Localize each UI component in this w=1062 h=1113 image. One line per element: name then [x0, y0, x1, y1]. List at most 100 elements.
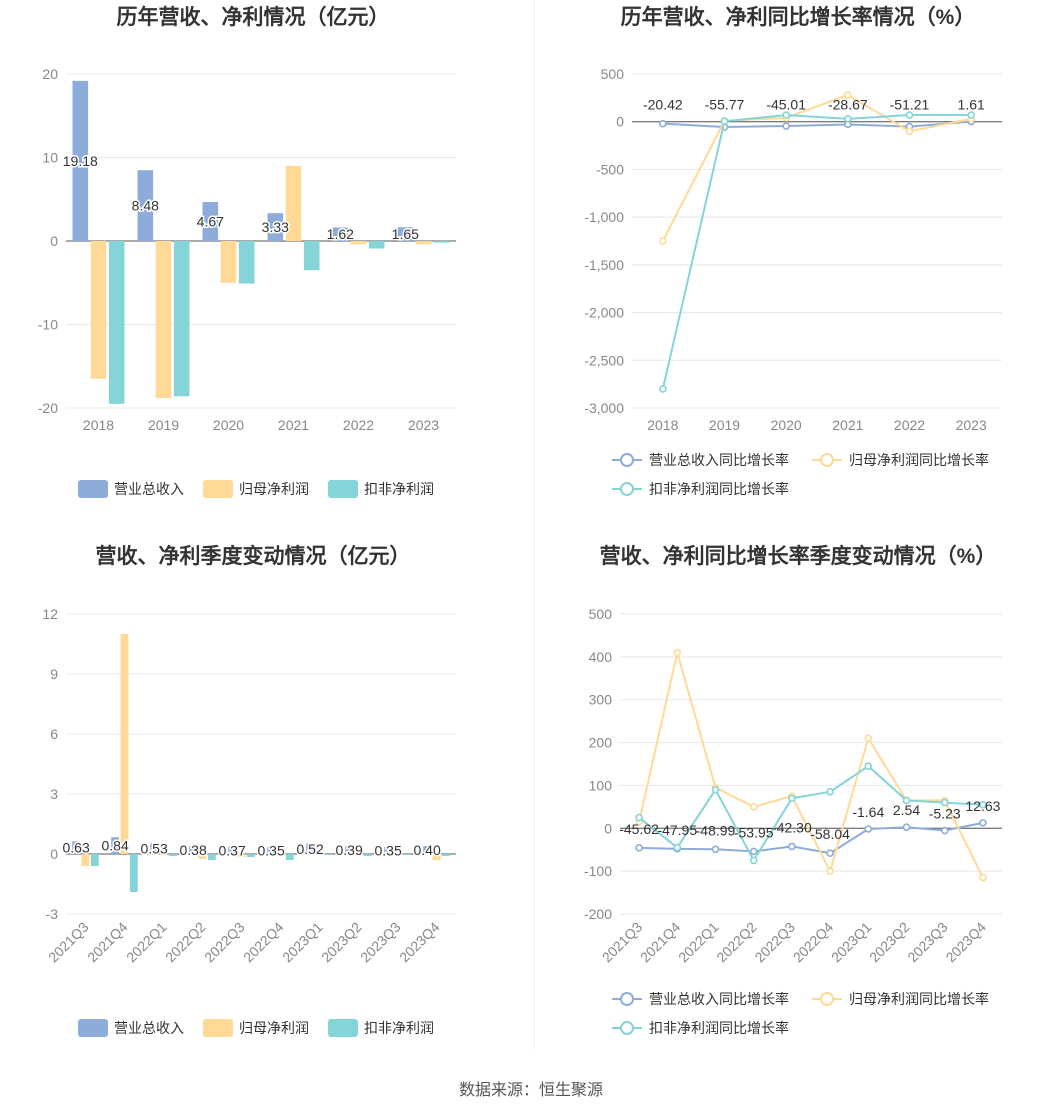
x-tick-label: 2022Q1 — [675, 919, 722, 966]
point-扣非净利润同比增长率 — [826, 788, 834, 796]
y-tick-label: -2,500 — [584, 352, 624, 368]
legend-swatch — [328, 1019, 358, 1037]
legend-label: 扣非净利润 — [364, 481, 434, 497]
point-扣非净利润同比增长率 — [967, 111, 975, 119]
point-营业总收入同比增长率 — [902, 823, 911, 831]
point-扣非净利润同比增长率 — [864, 762, 873, 770]
x-tick-label: 2023Q4 — [396, 919, 443, 966]
legend-label: 扣非净利润 — [364, 1020, 434, 1036]
bar-归母净利润 — [220, 241, 237, 283]
data-label: -5.23 — [929, 806, 961, 822]
legend-swatch — [203, 1019, 233, 1037]
bar-扣非净利润 — [324, 854, 333, 855]
legend-label: 归母净利润同比增长率 — [849, 452, 989, 468]
bar-归母净利润 — [354, 854, 363, 855]
point-归母净利润同比增长率 — [826, 867, 834, 875]
data-label: 0.38 — [180, 842, 207, 858]
data-label: 3.33 — [262, 219, 289, 235]
y-tick-label: 9 — [50, 666, 58, 682]
x-tick-label: 2023Q1 — [828, 919, 875, 966]
bar-营业总收入 — [150, 843, 159, 854]
x-tick-label: 2021Q3 — [599, 919, 646, 966]
y-tick-label: 0 — [604, 820, 612, 836]
x-tick-label: 2022Q1 — [123, 919, 170, 966]
point-归母净利润同比增长率 — [673, 648, 682, 657]
x-tick-label: 2021 — [832, 417, 863, 433]
point-扣非净利润同比增长率 — [782, 111, 790, 119]
data-label: 0.53 — [141, 841, 168, 857]
data-label: 12.63 — [965, 798, 1000, 814]
y-tick-label: 0 — [616, 114, 624, 130]
bar-归母净利润 — [237, 854, 246, 857]
bar-归母净利润 — [415, 241, 432, 245]
bar-营业总收入 — [228, 846, 237, 854]
x-tick-label: 2022 — [343, 417, 374, 433]
line-归母净利润同比增长率 — [638, 652, 984, 879]
bar-营业总收入 — [423, 846, 432, 854]
point-扣非净利润同比增长率 — [749, 856, 758, 865]
legend-marker — [820, 992, 834, 1006]
point-归母净利润同比增长率 — [749, 803, 758, 811]
bar-扣非净利润 — [173, 241, 190, 397]
data-label: -58.04 — [810, 826, 850, 842]
y-tick-label: 6 — [50, 726, 58, 742]
x-tick-label: 2023 — [408, 417, 439, 433]
legend-marker — [620, 482, 634, 496]
bar-扣非净利润 — [303, 241, 320, 271]
line-营业总收入同比增长率 — [639, 821, 984, 855]
bar-扣非净利润 — [207, 854, 216, 860]
bar-扣非净利润 — [129, 854, 138, 892]
y-tick-label: 400 — [589, 649, 613, 665]
x-tick-label: 2023Q1 — [279, 919, 326, 966]
y-tick-label: -1,500 — [584, 257, 624, 273]
legend-label: 营业总收入同比增长率 — [649, 991, 789, 1007]
data-label: 0.37 — [219, 842, 246, 858]
y-tick-label: 100 — [589, 777, 613, 793]
data-label: -45.01 — [766, 97, 806, 113]
bar-归母净利润 — [285, 165, 302, 241]
y-tick-label: 20 — [42, 66, 58, 82]
y-tick-label: 200 — [589, 735, 613, 751]
point-营业总收入同比增长率 — [659, 119, 667, 128]
point-扣非净利润同比增长率 — [905, 111, 914, 119]
y-tick-label: -200 — [584, 906, 612, 922]
legend-label: 归母净利润 — [239, 481, 309, 497]
bar-营业总收入 — [72, 80, 89, 241]
chart-3: 营收、净利季度变动情况（亿元）129630-32021Q32021Q42022Q… — [42, 544, 456, 1037]
bar-扣非净利润 — [238, 241, 255, 284]
bar-营业总收入 — [202, 202, 219, 241]
y-tick-label: -3,000 — [584, 400, 624, 416]
bar-归母净利润 — [315, 854, 324, 855]
bar-归母净利润 — [81, 854, 90, 866]
legend-label: 营业总收入 — [114, 481, 184, 497]
y-tick-label: 10 — [42, 150, 58, 166]
data-label: 0.35 — [258, 843, 285, 859]
point-扣非净利润同比增长率 — [711, 785, 720, 794]
legend-label: 营业总收入同比增长率 — [649, 452, 789, 468]
bar-归母净利润 — [198, 854, 207, 859]
y-tick-label: 500 — [589, 606, 613, 622]
data-label: 1.62 — [327, 226, 354, 242]
chart-title: 历年营收、净利情况（亿元） — [117, 5, 390, 29]
x-tick-label: 2019 — [709, 417, 740, 433]
data-label: -51.21 — [890, 97, 930, 113]
data-label: 1.65 — [392, 226, 419, 242]
point-营业总收入同比增长率 — [940, 826, 949, 835]
bar-扣非净利润 — [246, 854, 255, 857]
point-归母净利润同比增长率 — [844, 91, 852, 99]
bar-扣非净利润 — [285, 854, 294, 860]
legend-label: 归母净利润 — [239, 1020, 309, 1036]
point-营业总收入同比增长率 — [826, 849, 834, 857]
bar-归母净利润 — [393, 854, 402, 855]
chart-title: 营收、净利季度变动情况（亿元） — [96, 544, 411, 568]
data-source-note: 数据来源：恒生聚源 — [458, 1082, 603, 1099]
x-tick-label: 2023Q3 — [357, 919, 404, 966]
bar-归母净利润 — [159, 854, 168, 855]
y-tick-label: -10 — [38, 317, 58, 333]
data-label: -48.99 — [696, 822, 736, 838]
data-label: 8.48 — [132, 198, 159, 214]
bar-扣非净利润 — [402, 854, 411, 855]
bar-归母净利润 — [155, 241, 172, 398]
bar-扣非净利润 — [433, 241, 450, 243]
data-label: -53.95 — [734, 824, 774, 840]
